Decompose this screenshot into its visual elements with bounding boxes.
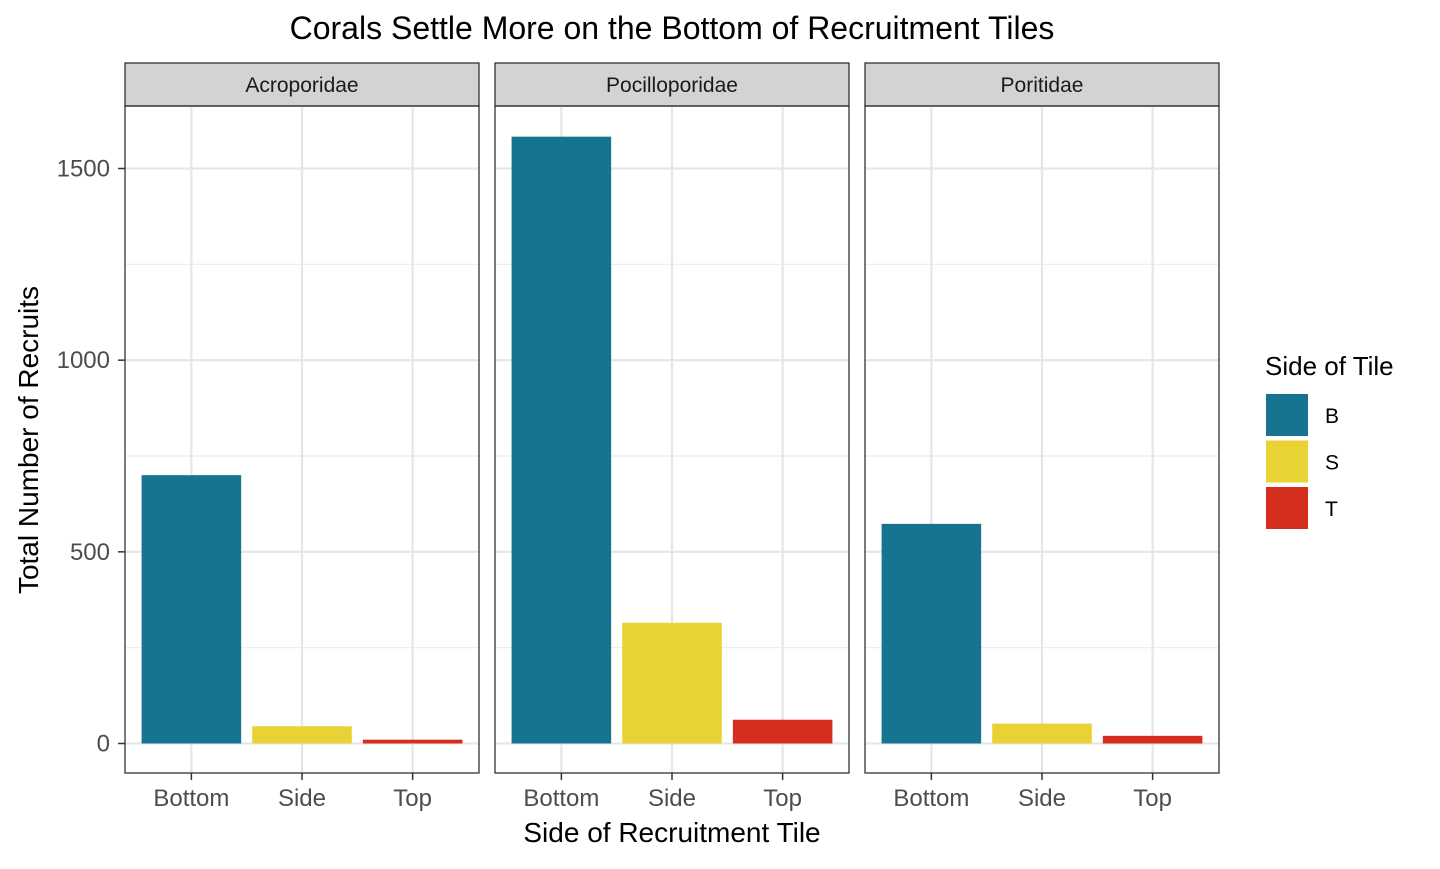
bar-acroporidae-bottom [141,475,242,744]
x-tick-label: Bottom [893,785,969,812]
bar-pocilloporidae-side [622,622,722,744]
legend-label: B [1325,405,1339,428]
x-tick-label: Bottom [523,785,599,812]
bar-pocilloporidae-bottom [511,136,612,744]
legend-key-s [1266,440,1308,483]
x-tick-label: Side [648,785,696,812]
bar-poritidae-bottom [881,523,982,744]
facet-strip-label: Acroporidae [245,74,358,97]
facet-strip [494,62,850,107]
x-tick-label: Top [763,785,802,812]
y-tick-label: 500 [70,539,110,566]
x-tick-label: Side [1018,785,1066,812]
bar-acroporidae-top [362,739,463,744]
facet-strip [124,62,480,107]
bar-pocilloporidae-top [732,719,833,744]
bar-poritidae-top [1102,735,1203,744]
legend: Side of Tile B ST [1265,351,1394,529]
y-axis-title: Total Number of Recruits [13,286,44,594]
facet-strip-label: Poritidae [1001,74,1084,97]
facet-strip-label: Pocilloporidae [606,74,738,97]
y-tick-label: 1500 [57,156,110,183]
x-tick-label: Top [393,785,432,812]
bar-acroporidae-side [252,726,352,744]
legend-title: Side of Tile [1265,351,1394,381]
legend-label: T [1325,498,1338,521]
legend-label: S [1325,452,1339,475]
x-tick-label: Bottom [153,785,229,812]
x-axis-title: Side of Recruitment Tile [523,817,820,848]
facet-panel-acroporidae: Acroporidae Bottom Side Top [124,62,480,812]
legend-key-b [1266,394,1308,436]
facet-strip [864,62,1220,107]
facet-panel-poritidae: Poritidae Bottom Side Top [864,62,1220,812]
legend-key-t [1266,487,1308,529]
x-tick-label: Top [1133,785,1172,812]
x-tick-label: Side [278,785,326,812]
bar-poritidae-side [992,723,1092,744]
y-tick-label: 1000 [57,347,110,374]
chart-title: Corals Settle More on the Bottom of Recr… [290,10,1055,46]
y-tick-label: 0 [97,731,110,758]
facet-panel-pocilloporidae: Pocilloporidae Bottom Side Top [494,62,850,812]
